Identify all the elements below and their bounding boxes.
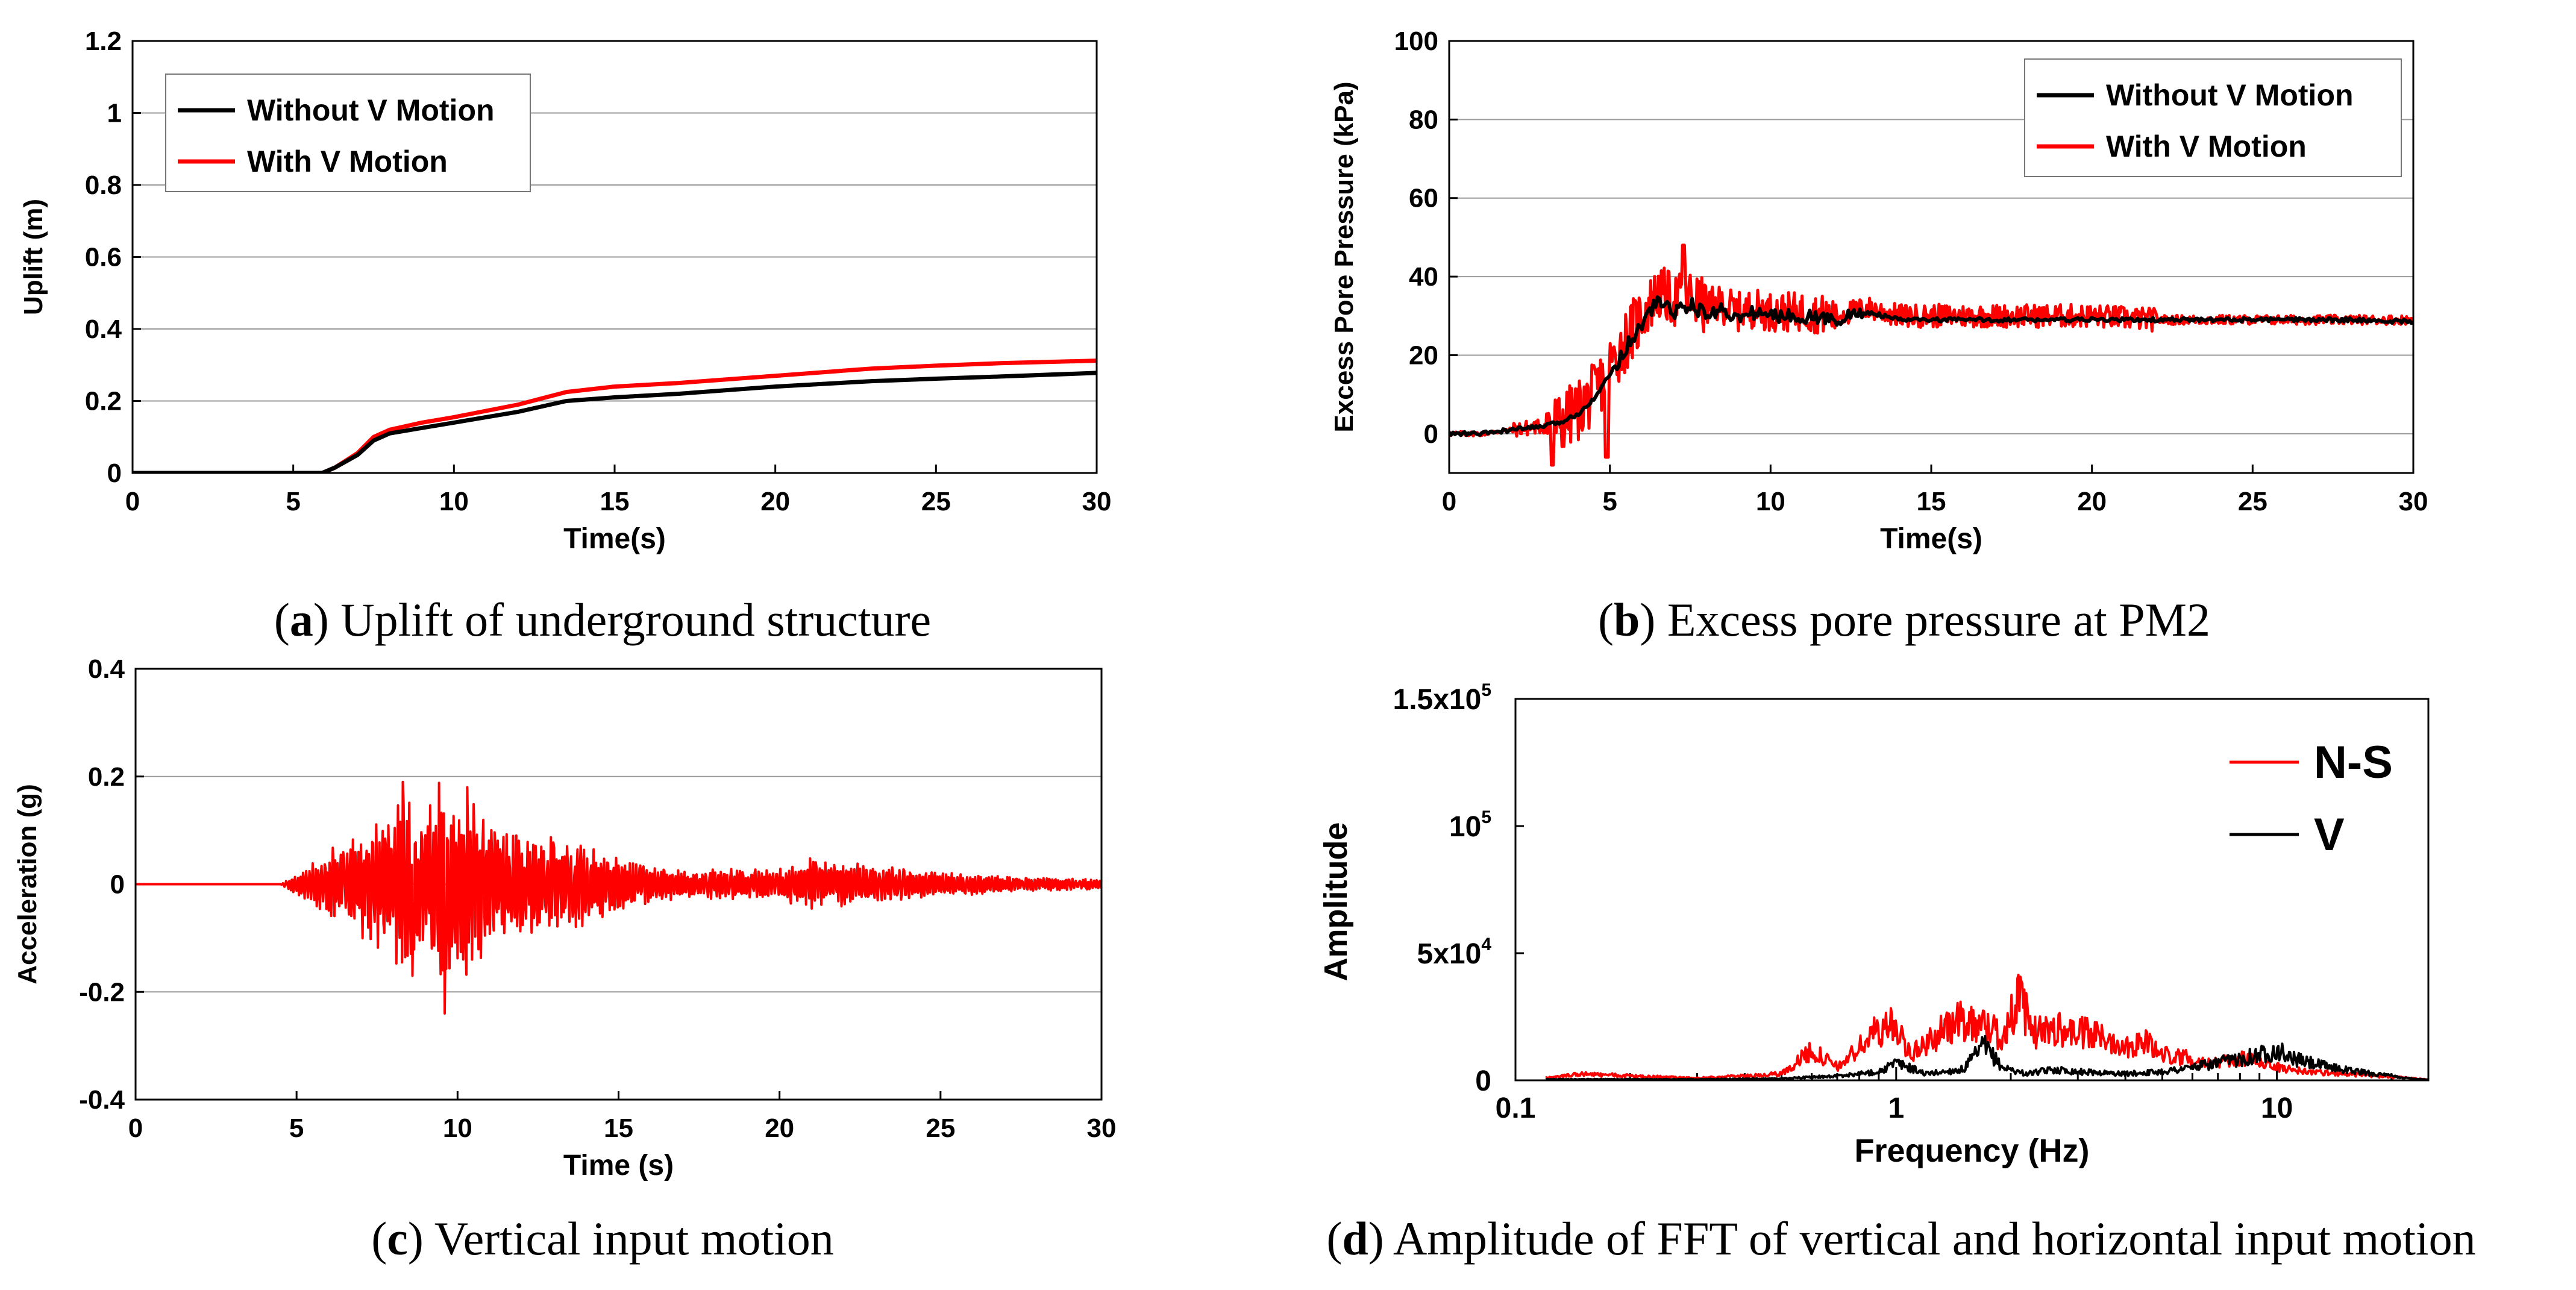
c-x-tick-label: 20 [765, 1113, 794, 1143]
c-series-line [136, 780, 1102, 1015]
c-y-axis-title: Acceleration (g) [13, 784, 42, 985]
b-x-tick-label: 0 [1442, 487, 1456, 516]
c-y-tick-label: 0.4 [88, 654, 125, 684]
b-legend [2024, 58, 2402, 177]
a-x-tick-label: 10 [439, 487, 469, 516]
c-x-tick-label: 25 [926, 1113, 955, 1143]
b-legend-label: With V Motion [2106, 130, 2307, 163]
c-caption-letter: c [387, 1212, 408, 1265]
d-caption: (d) Amplitude of FFT of vertical and hor… [1326, 1212, 2475, 1265]
a-series-without-v-motion [133, 371, 1097, 473]
d-legend-label: V [2314, 809, 2345, 860]
c-x-tick-label: 0 [128, 1113, 143, 1143]
a-caption: (a) Uplift of underground structure [274, 593, 931, 646]
a-x-tick-label: 5 [286, 487, 300, 516]
c-plot-frame [134, 668, 1103, 1101]
a-y-tick-label: 0.2 [85, 387, 122, 416]
d-x-tick-label: 10 [2261, 1092, 2293, 1124]
b-y-tick-label: 100 [1394, 27, 1438, 56]
b-plot-frame [1448, 40, 2415, 474]
d-legend-label: N-S [2314, 737, 2393, 788]
b-y-tick-label: 80 [1409, 105, 1438, 134]
b-x-tick-label: 5 [1602, 487, 1617, 516]
panel-a-uplift: 0 0.2 0.4 0.6 0.8 1 1.2 0 5 10 15 20 25 30 Time(s) Upli… [19, 27, 1111, 646]
d-plot-area [1545, 973, 2428, 1080]
b-x-tick-label: 25 [2238, 487, 2267, 516]
a-y-tick-label: 1 [107, 99, 122, 128]
b-y-tick-label: 40 [1409, 262, 1438, 292]
a-legend-label: Without V Motion [247, 93, 495, 127]
a-y-tick-label: 0.6 [85, 243, 122, 272]
d-x-tick-label: 1 [1888, 1092, 1904, 1124]
c-y-tick-label: -0.2 [79, 977, 125, 1007]
a-y-tick-label: 0.8 [85, 171, 122, 200]
a-x-axis-title: Time(s) [563, 523, 666, 555]
c-plot-area [136, 780, 1102, 1015]
a-plot-frame [131, 40, 1098, 474]
d-series-v [1545, 1035, 2428, 1080]
c-caption: (c) Vertical input motion [371, 1212, 834, 1265]
d-caption-letter: d [1342, 1212, 1368, 1265]
b-x-tick-label: 20 [2077, 487, 2107, 516]
d-y-axis-title: Amplitude [1318, 822, 1354, 982]
b-x-tick-label: 30 [2399, 487, 2428, 516]
c-x-tick-label: 10 [443, 1113, 472, 1143]
a-caption-letter: a [290, 593, 313, 646]
a-x-tick-label: 25 [921, 487, 951, 516]
a-y-tick-label: 0 [107, 459, 122, 488]
c-y-tick-label: 0.2 [88, 762, 125, 792]
a-x-tick-label: 0 [125, 487, 140, 516]
c-x-tick-label: 30 [1087, 1113, 1117, 1143]
a-legend-label: With V Motion [247, 145, 448, 178]
a-y-tick-label: 0.4 [85, 315, 122, 344]
a-plot-area [133, 359, 1097, 473]
b-legend-label: Without V Motion [2106, 78, 2354, 112]
c-y-tick-label: -0.4 [79, 1085, 125, 1115]
b-y-axis-title: Excess Pore Pressure (kPa) [1329, 81, 1359, 432]
a-y-axis-title: Uplift (m) [19, 199, 48, 315]
c-y-tick-label: 0 [110, 870, 125, 900]
b-plot-area [1449, 243, 2413, 467]
panel-c-vertical-motion: -0.4 -0.2 0 0.2 0.4 0 5 10 15 20 25 30 Time (s) Accel… [13, 654, 1116, 1265]
d-y-tick-label: 105 [1449, 807, 1491, 843]
c-x-tick-label: 5 [289, 1113, 304, 1143]
a-x-tick-label: 20 [760, 487, 790, 516]
b-y-tick-label: 20 [1409, 340, 1438, 370]
panel-b-pore-pressure: 0 20 40 60 80 100 0 5 10 15 20 25 30 Time(s) Excess Po… [1329, 27, 2428, 646]
d-x-tick-label: 0.1 [1496, 1092, 1536, 1124]
d-y-tick-label: 5x104 [1417, 935, 1492, 970]
panel-d-fft-amplitude: 0 5x104 105 1.5x105 0.1 1 10 N-S V Frequency (Hz)… [1318, 680, 2476, 1265]
a-y-tick-label: 1.2 [85, 27, 122, 56]
b-x-tick-label: 15 [1917, 487, 1946, 516]
b-x-tick-label: 10 [1756, 487, 1785, 516]
b-caption: (b) Excess pore pressure at PM2 [1598, 593, 2210, 646]
d-y-tick-label: 0 [1475, 1065, 1491, 1097]
b-caption-letter: b [1614, 593, 1640, 646]
b-y-tick-label: 60 [1409, 184, 1438, 213]
b-series-without-v-motion [1449, 295, 2413, 437]
a-legend [165, 74, 531, 192]
b-x-axis-title: Time(s) [1880, 523, 1982, 555]
a-x-tick-label: 30 [1082, 487, 1112, 516]
a-x-tick-label: 15 [600, 487, 630, 516]
d-plot-frame [1514, 698, 2430, 1082]
d-y-tick-label: 1.5x105 [1393, 680, 1492, 716]
c-x-tick-label: 15 [604, 1113, 633, 1143]
b-y-tick-label: 0 [1424, 419, 1438, 449]
c-x-axis-title: Time (s) [563, 1150, 674, 1182]
d-x-axis-title: Frequency (Hz) [1854, 1133, 2089, 1169]
